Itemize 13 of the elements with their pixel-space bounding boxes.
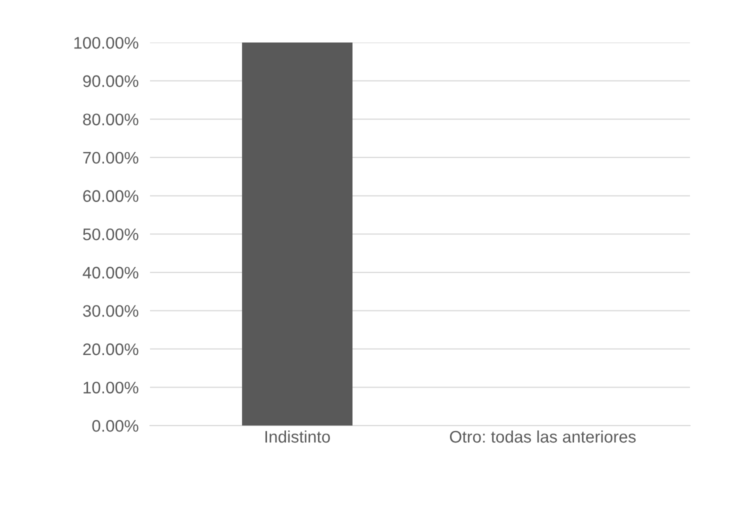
y-tick-label: 30.00% [83,305,138,317]
y-tick-label: 60.00% [83,190,138,202]
y-tick-label: 0.00% [92,420,138,432]
y-tick-label: 80.00% [83,114,138,126]
y-tick-label: 20.00% [83,343,138,356]
x-tick-label: Otro: todas las anteriores [450,430,636,443]
y-tick-label: 50.00% [83,228,138,240]
y-tick-label: 40.00% [82,266,138,279]
y-tick-label: 70.00% [83,152,138,164]
y-tick-label: 10.00% [84,382,138,394]
x-tick-label: Indistinto [265,430,330,443]
y-tick-label: 100.00% [74,36,138,49]
y-tick-label: 90.00% [83,75,138,88]
